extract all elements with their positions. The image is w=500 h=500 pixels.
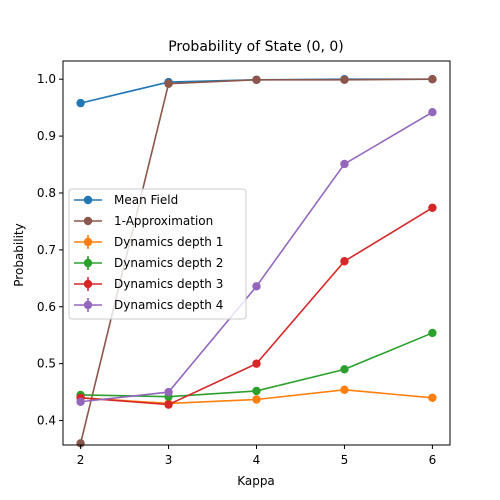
x-tick-label: 4 xyxy=(253,453,261,467)
series-4 xyxy=(76,203,437,409)
legend-label: Dynamics depth 4 xyxy=(114,298,223,312)
x-tick-label: 5 xyxy=(341,453,349,467)
data-point xyxy=(428,328,437,338)
data-point xyxy=(164,400,173,409)
data-point xyxy=(164,79,173,88)
y-tick-label: 1.0 xyxy=(37,72,56,86)
data-point xyxy=(252,75,261,84)
x-tick-label: 2 xyxy=(77,453,85,467)
y-tick-label: 0.4 xyxy=(37,414,56,428)
legend-entry: Dynamics depth 2 xyxy=(74,256,223,270)
series-5 xyxy=(76,108,437,406)
chart-title: Probability of State (0, 0) xyxy=(168,39,344,55)
y-tick-label: 0.6 xyxy=(37,300,56,314)
legend-label: Dynamics depth 3 xyxy=(114,277,223,291)
x-axis-label: Kappa xyxy=(237,474,275,488)
data-point xyxy=(428,203,437,212)
data-point xyxy=(252,282,261,291)
legend-entry: 1-Approximation xyxy=(74,214,213,228)
data-point xyxy=(252,395,261,404)
data-point xyxy=(340,365,349,374)
data-point xyxy=(340,385,349,395)
legend-marker xyxy=(83,258,93,268)
legend-label: Mean Field xyxy=(114,193,178,207)
legend: Mean Field 1-Approximation Dynamics depth … xyxy=(68,188,247,320)
legend-marker xyxy=(83,279,93,289)
legend-marker xyxy=(83,195,93,205)
data-point xyxy=(428,108,437,117)
legend-marker xyxy=(83,216,93,226)
legend-entry: Mean Field xyxy=(74,193,178,207)
legend-marker xyxy=(83,237,93,247)
data-point xyxy=(340,75,349,84)
y-tick-label: 0.5 xyxy=(37,357,56,371)
data-point xyxy=(428,75,437,84)
data-point xyxy=(164,387,173,397)
legend-label: Dynamics depth 1 xyxy=(114,235,223,249)
axes-frame: 2 3 4 5 6 0.4 0.5 0.6 0.7 0.8 0.9 1.0 xyxy=(37,60,451,467)
legend-entry: Dynamics depth 4 xyxy=(74,298,223,312)
legend-entry: Dynamics depth 3 xyxy=(74,277,223,291)
legend-box xyxy=(68,188,247,320)
data-point xyxy=(340,257,349,266)
y-tick-label: 0.7 xyxy=(37,243,56,257)
data-point xyxy=(252,359,261,368)
legend-entry: Dynamics depth 1 xyxy=(74,235,223,249)
legend-marker xyxy=(83,300,93,310)
y-axis-label: Probability xyxy=(12,223,26,286)
y-tick-label: 0.9 xyxy=(37,129,56,143)
data-point xyxy=(340,159,349,169)
legend-label: Dynamics depth 2 xyxy=(114,256,223,270)
data-point xyxy=(252,386,261,396)
x-tick-label: 3 xyxy=(165,453,173,467)
y-tick-label: 0.8 xyxy=(37,186,56,200)
data-point xyxy=(428,393,437,402)
data-point xyxy=(76,397,85,406)
x-tick-label: 6 xyxy=(429,453,437,467)
legend-label: 1-Approximation xyxy=(114,214,213,228)
data-point xyxy=(76,98,85,108)
